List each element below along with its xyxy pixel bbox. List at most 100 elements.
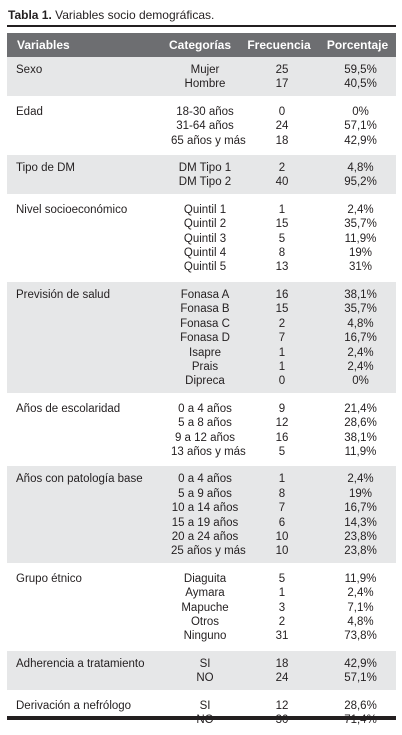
category-cell: Ninguno: [183, 630, 227, 643]
percent-cell: 21,4%: [344, 402, 377, 415]
percent-cell: 57,1%: [344, 120, 377, 133]
variable-name: Sexo: [7, 57, 153, 98]
percent-cell: 28,6%: [344, 699, 377, 712]
percent-cell: 2,4%: [347, 203, 374, 216]
percent-cell: 16,7%: [344, 502, 377, 515]
percent-cell: 57,1%: [344, 672, 377, 685]
category-cell-group: SI NO: [153, 647, 239, 692]
category-cell: Fonasa A: [180, 288, 230, 301]
percent-cell: 0%: [352, 105, 369, 118]
percent-cell: 95,2%: [344, 176, 377, 189]
variable-name: Años de escolaridad: [7, 392, 153, 465]
frequency-cell-group: 16 15 2 7 1 1 0: [239, 278, 319, 395]
frequency-cell: 31: [275, 630, 289, 643]
frequency-cell: 1: [278, 346, 286, 359]
frequency-cell-group: 12 30: [239, 689, 319, 732]
percent-cell: 23,8%: [344, 545, 377, 558]
table-caption: Tabla 1. Variables socio demográficas.: [8, 7, 396, 23]
percent-cell: 4,8%: [347, 616, 374, 628]
frequency-cell: 8: [278, 487, 286, 500]
top-rule: [7, 25, 396, 27]
category-cell: Fonasa C: [180, 317, 230, 330]
variable-name: Derivación a nefrólogo: [7, 689, 153, 732]
category-cell: Quintil 5: [183, 261, 227, 274]
percent-cell: 23,8%: [344, 530, 377, 543]
category-cell: Quintil 1: [183, 203, 227, 216]
header-frequency: Frecuencia: [239, 33, 319, 57]
header-percent: Porcentaje: [319, 33, 396, 57]
header-variables: Variables: [7, 33, 153, 57]
frequency-cell-group: 5 1 3 2 31: [239, 562, 319, 650]
category-cell: SI: [199, 657, 211, 670]
category-cell: Fonasa B: [180, 303, 230, 316]
frequency-cell: 2: [278, 616, 286, 628]
category-cell: DM Tipo 2: [178, 176, 232, 189]
percent-cell: 0%: [352, 375, 369, 388]
table-row: Años de escolaridad 0 a 4 años 5 a 8 años 9…: [7, 392, 396, 465]
percent-cell: 16,7%: [344, 332, 377, 345]
percent-cell-group: 2,4% 19% 16,7% 14,3% 23,8% 23,8%: [319, 463, 396, 565]
category-cell: Mujer: [190, 64, 220, 76]
frequency-cell: 25: [275, 64, 289, 76]
category-cell-group: SI NO: [153, 689, 239, 732]
variable-name: Tipo de DM: [7, 152, 153, 196]
frequency-cell: 16: [275, 431, 289, 444]
category-cell: 0 a 4 años: [178, 402, 232, 415]
category-cell: Diaguita: [183, 572, 227, 585]
table-caption-text: Variables socio demográficas.: [55, 8, 215, 22]
category-cell: DM Tipo 1: [178, 162, 232, 175]
percent-cell: 19%: [348, 247, 373, 260]
frequency-cell: 5: [278, 572, 286, 585]
variable-name: Previsión de salud: [7, 278, 153, 395]
percent-cell: 38,1%: [344, 431, 377, 444]
table-row: Grupo étnico Diaguita Aymara Mapuche Otros Ni…: [7, 562, 396, 650]
frequency-cell: 16: [275, 288, 289, 301]
percent-cell: 35,7%: [344, 303, 377, 316]
frequency-cell: 6: [278, 516, 286, 529]
category-cell-group: 0 a 4 años 5 a 9 años 10 a 14 años 15 a 19 …: [153, 463, 246, 565]
frequency-cell: 5: [278, 232, 286, 245]
percent-cell: 38,1%: [344, 288, 377, 301]
variable-name: Edad: [7, 95, 153, 154]
variable-name: Nivel socioeconómico: [7, 193, 153, 281]
table-row: Sexo Mujer Hombre 25 17 59,5% 40,5%: [7, 57, 396, 98]
category-cell-group: Fonasa A Fonasa B Fonasa C Fonasa D Isapre Pr…: [153, 278, 239, 395]
category-cell: Aymara: [185, 587, 225, 600]
percent-cell-group: 4,8% 95,2%: [319, 152, 396, 196]
frequency-cell-group: 9 12 16 5: [239, 392, 319, 465]
category-cell-group: 0 a 4 años 5 a 8 años 9 a 12 años 13 años y…: [153, 392, 246, 465]
percent-cell: 11,9%: [344, 572, 377, 585]
frequency-cell: 15: [275, 218, 289, 231]
header-categories: Categorías: [153, 33, 239, 57]
category-cell: Prais: [191, 360, 219, 373]
frequency-cell: 1: [278, 203, 286, 216]
category-cell: Mapuche: [181, 601, 229, 614]
frequency-cell: 0: [278, 105, 286, 118]
percent-cell: 35,7%: [344, 218, 377, 231]
percent-cell: 73,8%: [344, 630, 377, 643]
category-cell: 20 a 24 años: [171, 530, 239, 543]
percent-cell-group: 28,6% 71,4%: [319, 689, 396, 732]
percent-cell: 2,4%: [347, 473, 374, 486]
frequency-cell: 40: [275, 176, 289, 189]
frequency-cell: 3: [278, 601, 286, 614]
percent-cell-group: 11,9% 2,4% 7,1% 4,8% 73,8%: [319, 562, 396, 650]
frequency-cell: 0: [278, 375, 286, 388]
category-cell: 10 a 14 años: [171, 502, 239, 515]
percent-cell-group: 38,1% 35,7% 4,8% 16,7% 2,4% 2,4% 0%: [319, 278, 396, 395]
category-cell: Hombre: [184, 78, 226, 91]
percent-cell: 14,3%: [344, 516, 377, 529]
category-cell-group: Diaguita Aymara Mapuche Otros Ninguno: [153, 562, 239, 650]
percent-cell-group: 21,4% 28,6% 38,1% 11,9%: [319, 392, 396, 465]
frequency-cell: 1: [278, 587, 286, 600]
frequency-cell-group: 1 8 7 6 10 10: [239, 463, 319, 565]
category-cell: 0 a 4 años: [178, 473, 232, 486]
category-cell: 31-64 años: [176, 120, 234, 133]
category-cell: 15 a 19 años: [171, 516, 239, 529]
percent-cell-group: 0% 57,1% 42,9%: [319, 95, 396, 154]
category-cell: 65 años y más: [171, 134, 246, 147]
percent-cell: 42,9%: [344, 657, 377, 670]
percent-cell: 4,8%: [347, 162, 374, 175]
frequency-cell: 13: [275, 261, 289, 274]
category-cell: Otros: [190, 616, 220, 628]
